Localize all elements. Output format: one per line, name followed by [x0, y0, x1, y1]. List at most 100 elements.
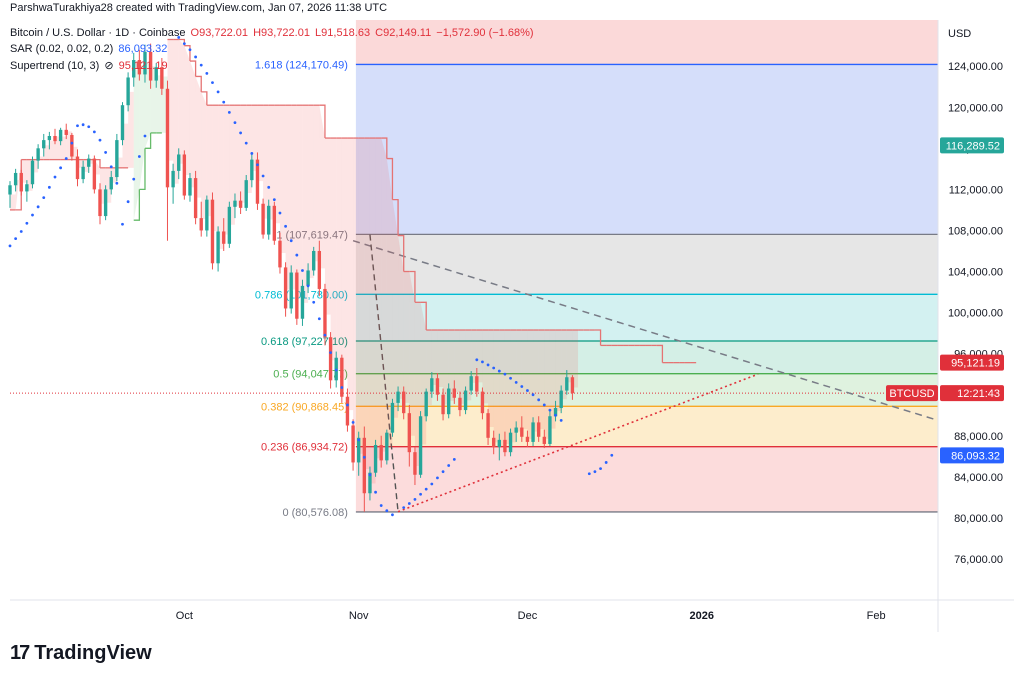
supertrend-fill — [60, 136, 67, 160]
supertrend-fill — [375, 138, 382, 459]
supertrend-fill — [324, 138, 331, 315]
sar-dot — [351, 421, 355, 424]
symbol-ohlc: Bitcoin / U.S. Dollar · 1D · Coinbase O9… — [10, 27, 536, 39]
candle-body — [548, 416, 552, 444]
supertrend-fill — [302, 105, 309, 303]
candle-body — [42, 140, 46, 149]
sar-dot — [14, 237, 18, 241]
creator-line: ParshwaTurakhiya28 created with TradingV… — [10, 2, 388, 14]
sar-dot — [306, 284, 310, 288]
sar-dot — [486, 363, 490, 367]
supertrend-fill — [128, 91, 134, 168]
candle-body — [565, 377, 569, 391]
supertrend-fill — [533, 330, 539, 432]
candle-body — [58, 129, 63, 142]
sar-dot — [126, 200, 130, 204]
sar-dot — [503, 372, 507, 376]
candle-body — [345, 396, 350, 426]
trendlines — [352, 234, 939, 513]
supertrend-fill — [403, 271, 410, 403]
sar-dot — [323, 333, 327, 337]
price-tick-label: 88,000.00 — [954, 431, 1003, 443]
fib-zone-top — [355, 20, 939, 65]
sar-dot — [121, 222, 124, 226]
supertrend-fill — [240, 105, 247, 203]
sar-dot — [301, 269, 304, 272]
sar-dot — [402, 506, 406, 510]
candle-body — [373, 444, 378, 473]
price-axis[interactable]: 124,000.00120,000.00116,000.00112,000.00… — [948, 61, 1003, 566]
supertrend-fill — [521, 330, 528, 430]
supertrend-fill — [184, 45, 190, 176]
fib-label: 0 (80,576.08) — [282, 507, 347, 519]
fib-label: 0.382 (90,868.45) — [261, 401, 348, 413]
fib-zone — [355, 64, 939, 235]
time-axis[interactable]: Oct Nov Dec 2026 Feb — [176, 610, 886, 622]
candle-body — [8, 185, 12, 195]
sar-dot — [53, 175, 57, 179]
supertrend-fill — [201, 91, 207, 220]
sar-legend[interactable]: SAR (0.02, 0.02, 0.2) 86,093.32 — [10, 43, 169, 55]
fib-zones — [355, 20, 939, 512]
candle-body — [328, 337, 333, 381]
candle-body — [469, 376, 473, 391]
sar-dot — [441, 470, 445, 474]
sar-dot — [312, 300, 316, 304]
supertrend-fill — [398, 235, 404, 399]
candle-body — [132, 60, 136, 78]
sar-dot — [424, 487, 428, 491]
candle-body — [81, 166, 85, 180]
sar-dot — [334, 368, 338, 372]
sar-dot — [362, 455, 366, 459]
sar-dot — [267, 185, 271, 189]
candle-body — [148, 51, 153, 81]
tv-logo-mark: 17 — [10, 642, 30, 664]
supertrend-fill — [392, 199, 399, 418]
candle-body — [531, 422, 535, 442]
sar-dot — [47, 185, 51, 189]
price-tick-label: 108,000.00 — [948, 225, 1003, 237]
sar-dot — [256, 163, 259, 167]
supertrend-fill — [139, 65, 145, 190]
supertrend-segment — [594, 329, 602, 346]
supertrend-fill — [336, 138, 342, 370]
supertrend-legend[interactable]: Supertrend (10, 3) ⊘ 95,121.19 — [10, 59, 170, 72]
supertrend-fill — [499, 330, 505, 448]
fib-zone — [355, 406, 939, 447]
candle-body — [267, 205, 271, 235]
supertrend-fill — [15, 159, 22, 210]
candle-body — [75, 156, 80, 180]
symbol-title: Bitcoin / U.S. Dollar · 1D · Coinbase — [10, 27, 186, 39]
low-value: L91,518.63 — [315, 27, 371, 39]
currency-label[interactable]: USD — [948, 28, 972, 40]
supertrend-segment — [139, 148, 146, 191]
sar-dot — [205, 71, 209, 75]
candle-body — [508, 432, 513, 453]
candle-body — [480, 391, 485, 414]
sar-dot — [548, 408, 552, 412]
candle-body — [407, 413, 412, 453]
sar-dot — [430, 482, 434, 486]
supertrend-fill — [341, 138, 348, 379]
sar-dot — [25, 221, 29, 225]
price-tick-label: 76,000.00 — [954, 554, 1003, 566]
sar-dot — [554, 413, 557, 417]
sar-dot — [143, 134, 147, 138]
supertrend-fill — [566, 330, 573, 383]
sar-dot — [194, 55, 198, 59]
candle-body — [177, 154, 181, 171]
candle-body — [435, 378, 440, 395]
candle-body — [289, 272, 293, 309]
tv-logo-text: TradingView — [34, 642, 152, 664]
candle-body — [402, 391, 406, 414]
sar-dot — [239, 131, 242, 135]
supertrend-segment — [189, 60, 197, 77]
candle-body — [30, 160, 35, 185]
candle-body — [463, 390, 468, 411]
supertrend-fill — [504, 330, 511, 444]
supertrend-fill — [10, 194, 16, 210]
candle-body — [160, 67, 164, 89]
candle-body — [312, 250, 316, 271]
fib-zone — [355, 446, 939, 512]
